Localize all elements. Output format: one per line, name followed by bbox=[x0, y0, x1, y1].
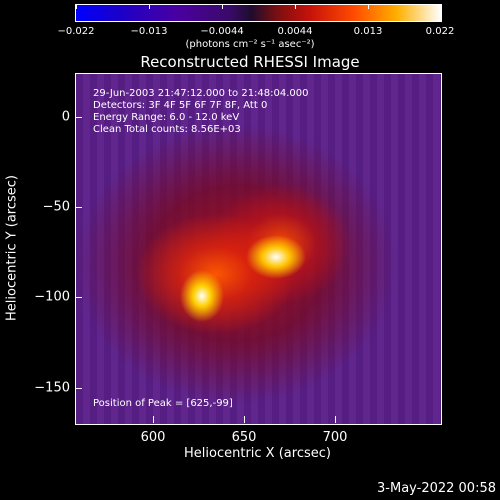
peak-position: Position of Peak = [625,-99] bbox=[93, 398, 233, 409]
colorbar-tick bbox=[440, 4, 441, 9]
x-tick bbox=[153, 416, 154, 423]
y-axis-label: Heliocentric Y (arcsec) bbox=[4, 175, 20, 321]
colorbar-label: 0.022 bbox=[425, 26, 455, 37]
x-axis-label: Heliocentric X (arcsec) bbox=[184, 446, 331, 461]
y-tick-label: 0 bbox=[61, 109, 70, 125]
x-tick-label: 700 bbox=[322, 430, 348, 445]
colorbar-tick bbox=[295, 4, 296, 9]
colorbar-tick bbox=[368, 4, 369, 9]
colorbar-units: (photons cm⁻² s⁻¹ asec⁻²) bbox=[185, 39, 315, 50]
info-clean: Clean Total counts: 8.56E+03 bbox=[93, 124, 241, 135]
y-tick-label: −100 bbox=[34, 289, 70, 305]
rhessi-image bbox=[75, 73, 442, 425]
colorbar-tick bbox=[149, 4, 150, 9]
info-time: 29-Jun-2003 21:47:12.000 to 21:48:04.000 bbox=[93, 88, 309, 99]
y-tick bbox=[75, 297, 82, 298]
x-tick-label: 650 bbox=[231, 430, 257, 445]
colorbar-tick bbox=[76, 4, 77, 9]
colorbar bbox=[75, 4, 442, 22]
image-title: Reconstructed RHESSI Image bbox=[140, 53, 360, 71]
x-tick-label: 600 bbox=[140, 430, 166, 445]
colorbar-label: −0.0044 bbox=[200, 26, 244, 37]
colorbar-tick bbox=[222, 4, 223, 9]
info-detectors: Detectors: 3F 4F 5F 6F 7F 8F, Att 0 bbox=[93, 100, 268, 111]
y-tick bbox=[75, 207, 82, 208]
info-energy: Energy Range: 6.0 - 12.0 keV bbox=[93, 112, 240, 123]
x-tick bbox=[244, 416, 245, 423]
y-tick-label: −50 bbox=[42, 199, 70, 215]
y-tick bbox=[75, 117, 82, 118]
colorbar-label: 0.013 bbox=[353, 26, 383, 37]
colorbar-label: −0.013 bbox=[130, 26, 168, 37]
x-tick bbox=[335, 416, 336, 423]
y-tick-label: −150 bbox=[34, 380, 70, 396]
colorbar-label: −0.022 bbox=[57, 26, 95, 37]
datestamp: 3-May-2022 00:58 bbox=[377, 481, 496, 496]
colorbar-label: 0.0044 bbox=[277, 26, 313, 37]
y-tick bbox=[75, 388, 82, 389]
